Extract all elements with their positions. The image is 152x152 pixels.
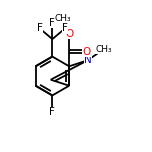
Text: CH₃: CH₃ <box>54 14 71 23</box>
Text: O: O <box>83 47 91 57</box>
Text: F: F <box>49 18 55 28</box>
Text: CH₃: CH₃ <box>95 45 112 54</box>
Text: O: O <box>65 29 73 39</box>
Text: F: F <box>62 24 68 33</box>
Text: F: F <box>37 24 43 33</box>
Text: N: N <box>84 55 92 65</box>
Text: F: F <box>49 107 55 117</box>
